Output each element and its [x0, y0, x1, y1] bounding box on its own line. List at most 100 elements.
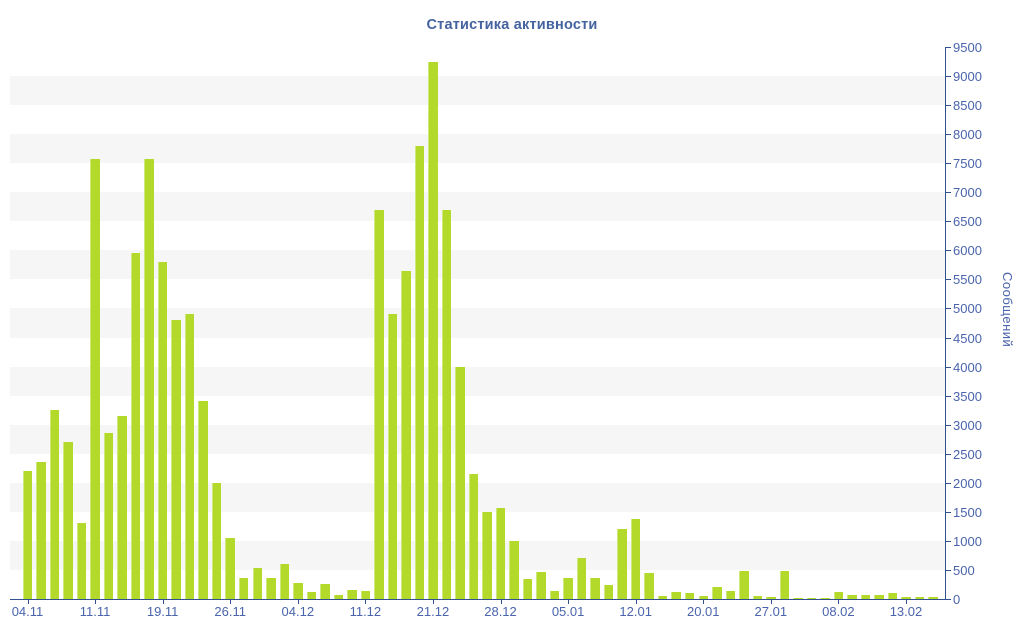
- y-tick-label: 7000: [953, 185, 982, 201]
- bar[interactable]: [630, 519, 641, 599]
- bar[interactable]: [455, 366, 465, 599]
- bar[interactable]: [509, 540, 519, 599]
- bar[interactable]: [225, 537, 235, 599]
- y-tick-label: 6500: [953, 214, 982, 230]
- bar[interactable]: [725, 590, 736, 599]
- y-tick-label: 9000: [953, 69, 982, 85]
- y-axis-tick: [946, 395, 951, 397]
- bar[interactable]: [401, 270, 411, 599]
- bar[interactable]: [36, 462, 46, 599]
- bar[interactable]: [306, 592, 317, 599]
- bar[interactable]: [752, 595, 763, 599]
- bar[interactable]: [238, 577, 249, 599]
- bar[interactable]: [698, 596, 708, 599]
- bar[interactable]: [806, 597, 817, 599]
- bar[interactable]: [171, 320, 181, 599]
- bar[interactable]: [130, 253, 141, 599]
- bar[interactable]: [644, 573, 654, 599]
- x-tick-label: 27.01: [754, 604, 788, 619]
- bar[interactable]: [495, 507, 506, 599]
- bar[interactable]: [833, 591, 844, 599]
- bar[interactable]: [482, 511, 492, 599]
- x-tick-label: 11.11: [79, 604, 111, 619]
- bar[interactable]: [766, 596, 776, 599]
- bar[interactable]: [914, 596, 925, 599]
- bar[interactable]: [563, 577, 573, 599]
- x-tick-label: 04.12: [281, 604, 315, 619]
- bar[interactable]: [860, 595, 871, 599]
- bar[interactable]: [347, 589, 357, 599]
- bar[interactable]: [184, 314, 195, 599]
- bar[interactable]: [684, 593, 695, 599]
- bar[interactable]: [360, 591, 371, 599]
- bar[interactable]: [22, 471, 33, 599]
- bar[interactable]: [671, 592, 681, 599]
- bar[interactable]: [441, 209, 452, 599]
- x-tick-label: 08.02: [822, 604, 855, 619]
- x-tick-label: 28.12: [484, 604, 517, 619]
- bar[interactable]: [847, 594, 857, 599]
- bar[interactable]: [293, 583, 303, 599]
- bar[interactable]: [887, 592, 898, 599]
- bar[interactable]: [387, 314, 398, 599]
- bar[interactable]: [90, 159, 100, 599]
- bar[interactable]: [76, 523, 87, 599]
- x-tick-label: 21.12: [416, 604, 450, 619]
- x-axis-tick: [568, 600, 570, 604]
- x-axis-line: [10, 599, 945, 600]
- y-axis-name: Сообщений: [1000, 272, 1015, 348]
- y-axis-tick: [946, 134, 951, 136]
- x-tick-label: 13.02: [889, 604, 923, 619]
- bar[interactable]: [211, 482, 222, 599]
- bar[interactable]: [266, 577, 276, 599]
- bar[interactable]: [928, 597, 938, 599]
- bar[interactable]: [468, 474, 479, 599]
- bar[interactable]: [144, 159, 154, 599]
- bar[interactable]: [536, 571, 546, 599]
- y-axis-tick: [946, 424, 951, 426]
- y-axis-tick: [946, 105, 951, 107]
- x-tick-label: 12.01: [619, 604, 652, 619]
- chart-title: Статистика активности: [426, 17, 598, 33]
- bar[interactable]: [117, 415, 127, 599]
- x-axis-tick: [703, 600, 705, 604]
- y-tick-label: 6000: [953, 243, 982, 259]
- x-axis-tick: [365, 600, 367, 604]
- bar[interactable]: [657, 596, 668, 599]
- bar[interactable]: [590, 577, 600, 599]
- bar[interactable]: [49, 410, 60, 599]
- bar[interactable]: [576, 557, 587, 599]
- bar[interactable]: [320, 584, 330, 599]
- bar[interactable]: [414, 145, 425, 599]
- bar[interactable]: [103, 433, 114, 599]
- bar[interactable]: [198, 401, 208, 599]
- y-axis-tick: [946, 540, 951, 542]
- y-axis-tick: [946, 76, 951, 78]
- y-tick-label: 7500: [953, 156, 982, 172]
- x-tick-label: 05.01: [551, 604, 585, 619]
- bar[interactable]: [157, 261, 168, 599]
- bar[interactable]: [874, 594, 884, 599]
- x-axis-tick: [162, 600, 164, 604]
- bar[interactable]: [279, 563, 290, 599]
- bar[interactable]: [549, 591, 560, 599]
- bar[interactable]: [793, 597, 803, 599]
- y-tick-label: 5500: [953, 272, 982, 288]
- grid-stripe: [10, 134, 945, 164]
- y-axis-line: [945, 47, 946, 600]
- bar[interactable]: [374, 209, 384, 599]
- bar[interactable]: [739, 571, 749, 599]
- bar[interactable]: [712, 587, 722, 599]
- bar[interactable]: [603, 585, 614, 599]
- bar[interactable]: [63, 442, 73, 599]
- y-tick-label: 500: [953, 562, 975, 578]
- bar[interactable]: [901, 596, 911, 599]
- bar[interactable]: [428, 61, 438, 599]
- bar[interactable]: [617, 529, 627, 599]
- bar[interactable]: [333, 594, 344, 599]
- bar[interactable]: [820, 597, 830, 599]
- bar[interactable]: [522, 579, 533, 599]
- y-tick-label: 2500: [953, 446, 982, 462]
- bar[interactable]: [252, 567, 262, 599]
- bar[interactable]: [779, 571, 790, 599]
